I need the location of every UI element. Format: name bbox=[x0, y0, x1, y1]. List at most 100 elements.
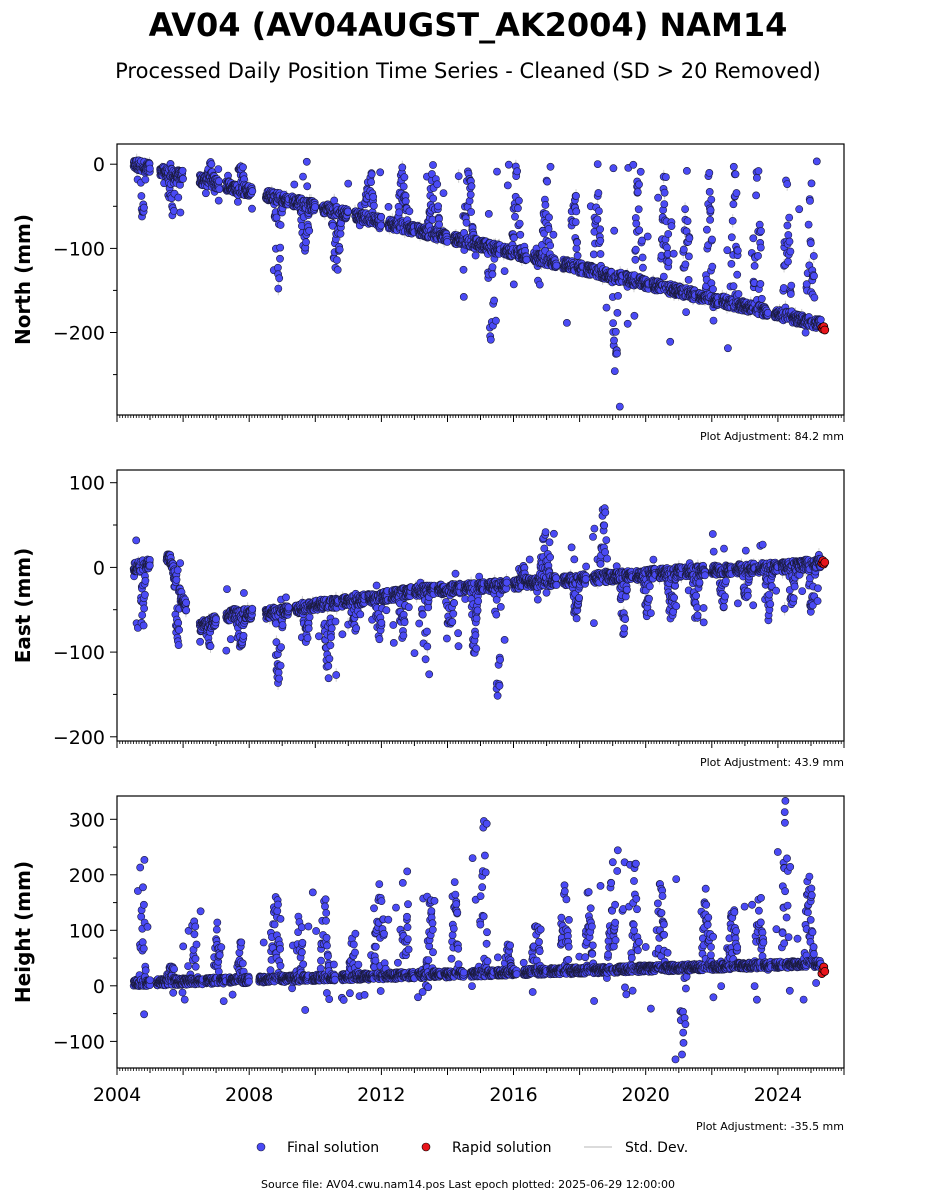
final-point bbox=[660, 200, 669, 208]
final-point bbox=[304, 624, 313, 633]
final-point bbox=[178, 166, 187, 175]
final-point bbox=[753, 173, 761, 182]
final-point bbox=[707, 195, 716, 204]
final-point bbox=[450, 599, 458, 607]
final-point bbox=[669, 249, 678, 258]
final-point bbox=[389, 621, 398, 629]
final-point bbox=[451, 569, 460, 578]
final-point bbox=[471, 251, 480, 260]
data-area-east bbox=[129, 504, 830, 700]
final-point bbox=[496, 655, 504, 664]
final-point bbox=[145, 561, 154, 570]
final-point bbox=[367, 170, 376, 179]
final-point bbox=[596, 236, 605, 245]
final-point bbox=[275, 674, 283, 683]
final-point bbox=[332, 671, 341, 679]
final-point bbox=[613, 308, 622, 317]
final-point bbox=[810, 272, 818, 280]
final-point bbox=[509, 280, 518, 289]
final-point bbox=[752, 191, 760, 200]
y-axis-label: North (mm) bbox=[11, 214, 35, 345]
final-point bbox=[541, 201, 550, 209]
final-point bbox=[449, 609, 458, 618]
final-point bbox=[491, 316, 500, 325]
final-point bbox=[727, 233, 736, 242]
final-point bbox=[601, 508, 610, 517]
final-point bbox=[785, 213, 794, 222]
final-point bbox=[733, 270, 742, 279]
final-point bbox=[610, 336, 618, 345]
final-point bbox=[664, 230, 673, 238]
final-point bbox=[459, 265, 468, 274]
final-point bbox=[467, 182, 476, 191]
final-point bbox=[277, 643, 285, 651]
final-point bbox=[377, 221, 385, 230]
final-point bbox=[141, 576, 150, 585]
final-point bbox=[635, 180, 643, 189]
final-point bbox=[545, 213, 553, 222]
final-point bbox=[685, 234, 694, 243]
final-point bbox=[728, 216, 737, 225]
final-point bbox=[757, 227, 765, 235]
final-point bbox=[602, 303, 611, 312]
final-points bbox=[129, 156, 825, 411]
final-point bbox=[474, 597, 483, 605]
final-point bbox=[421, 655, 430, 664]
final-point bbox=[327, 624, 336, 633]
final-point bbox=[708, 262, 717, 271]
final-point bbox=[590, 524, 599, 533]
final-point bbox=[733, 246, 742, 255]
final-point bbox=[589, 533, 597, 541]
final-point bbox=[465, 197, 474, 205]
final-point bbox=[201, 189, 210, 198]
final-point bbox=[175, 626, 183, 634]
final-point bbox=[684, 275, 693, 284]
final-point bbox=[305, 226, 314, 235]
final-point bbox=[443, 237, 452, 246]
final-point bbox=[299, 172, 307, 181]
final-point bbox=[418, 610, 427, 619]
final-point bbox=[376, 168, 385, 177]
final-point bbox=[809, 252, 818, 260]
final-point bbox=[666, 337, 675, 346]
final-point bbox=[141, 175, 150, 184]
final-point bbox=[620, 624, 629, 633]
final-point bbox=[589, 250, 598, 259]
final-point bbox=[466, 190, 475, 199]
final-point bbox=[454, 642, 463, 651]
panels-container: 0 −100 −200 North (mm) Plot Adjustment: 84.2… bbox=[11, 143, 845, 1133]
final-point bbox=[367, 178, 375, 186]
final-point bbox=[172, 575, 181, 584]
figure-subtitle: Processed Daily Position Time Series - C… bbox=[115, 59, 821, 83]
final-point bbox=[681, 260, 690, 269]
final-points bbox=[129, 504, 825, 700]
final-point bbox=[638, 236, 646, 245]
final-point bbox=[328, 221, 337, 230]
final-point bbox=[785, 237, 794, 246]
final-point bbox=[729, 162, 738, 171]
final-point bbox=[729, 282, 738, 291]
final-point bbox=[215, 185, 224, 193]
final-point bbox=[595, 207, 603, 215]
final-point bbox=[709, 285, 717, 294]
final-point bbox=[729, 200, 738, 209]
final-point bbox=[239, 589, 248, 597]
final-point bbox=[643, 232, 652, 241]
final-point bbox=[214, 196, 223, 205]
final-point bbox=[515, 219, 524, 228]
final-point bbox=[629, 160, 638, 169]
final-point bbox=[631, 245, 640, 254]
final-point bbox=[654, 193, 662, 202]
final-point bbox=[467, 208, 475, 216]
final-point bbox=[372, 581, 381, 590]
final-point bbox=[546, 241, 555, 250]
final-point bbox=[132, 536, 141, 545]
final-point bbox=[212, 615, 220, 624]
final-point bbox=[787, 281, 796, 290]
final-point bbox=[756, 279, 765, 288]
final-point bbox=[613, 349, 621, 358]
final-point bbox=[488, 263, 497, 272]
final-point bbox=[176, 559, 185, 567]
final-point bbox=[332, 256, 341, 264]
final-point bbox=[356, 610, 365, 619]
